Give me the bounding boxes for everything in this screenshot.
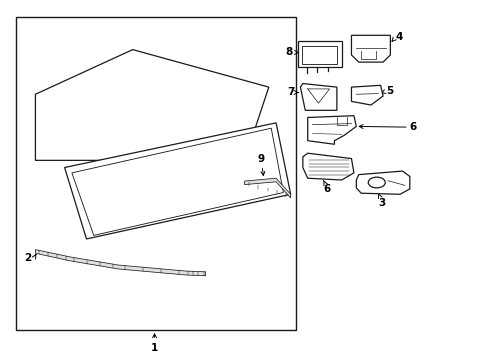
Text: 8: 8 <box>285 48 292 58</box>
Bar <box>301 46 336 64</box>
Polygon shape <box>356 171 409 194</box>
Polygon shape <box>72 128 283 235</box>
Text: 2: 2 <box>24 252 31 262</box>
Polygon shape <box>300 84 336 111</box>
Text: 4: 4 <box>394 32 402 42</box>
Polygon shape <box>307 116 356 144</box>
Text: 6: 6 <box>409 122 416 132</box>
Text: 6: 6 <box>323 184 330 194</box>
Text: 5: 5 <box>386 86 393 96</box>
Ellipse shape <box>367 177 385 188</box>
Text: 9: 9 <box>258 154 264 164</box>
Text: 1: 1 <box>151 343 158 353</box>
Polygon shape <box>244 178 290 198</box>
Polygon shape <box>351 85 382 105</box>
Bar <box>297 41 341 67</box>
Polygon shape <box>302 153 353 180</box>
Bar <box>16 18 295 330</box>
Polygon shape <box>35 50 268 160</box>
Text: 3: 3 <box>377 198 385 208</box>
Polygon shape <box>64 123 290 239</box>
Text: 7: 7 <box>286 87 294 98</box>
Polygon shape <box>351 35 389 62</box>
Polygon shape <box>35 249 205 276</box>
